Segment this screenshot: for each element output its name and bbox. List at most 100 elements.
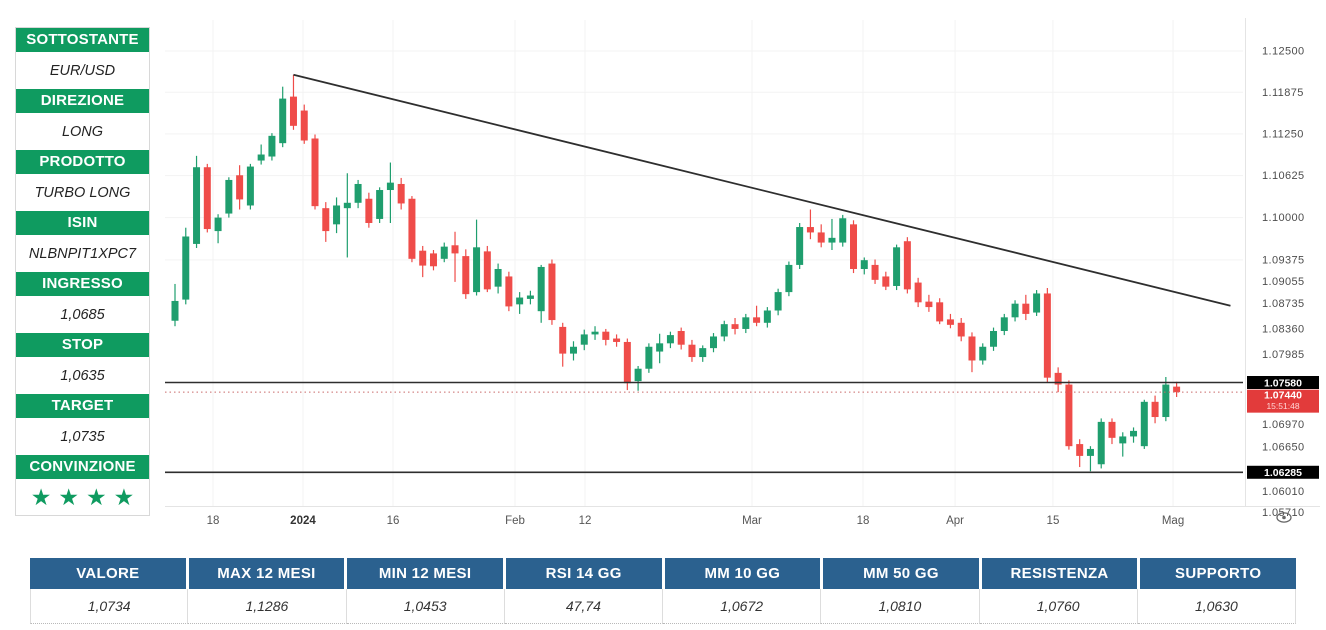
candle-body — [429, 253, 437, 267]
candle-body — [376, 190, 384, 219]
candle-body — [203, 167, 211, 230]
sidebar-label-target: TARGET — [16, 394, 149, 418]
current-price-badge — [1247, 389, 1319, 413]
candle-body — [1162, 384, 1170, 418]
candle-body — [763, 310, 771, 323]
candle-body — [860, 260, 868, 269]
candle-body — [806, 227, 814, 233]
sidebar-label-prodotto: PRODOTTO — [16, 150, 149, 174]
candle-body — [419, 250, 427, 266]
candle-body — [774, 292, 782, 311]
table-header-supporto: SUPPORTO — [1140, 558, 1296, 589]
candle-body — [214, 217, 222, 232]
table-value-mm-50-gg: 1,0810 — [821, 589, 980, 624]
candle-body — [537, 266, 545, 312]
candle-body — [1097, 421, 1105, 465]
candle-body — [936, 302, 944, 322]
table-value-mm-10-gg: 1,0672 — [663, 589, 822, 624]
y-axis-label: 1.11875 — [1262, 87, 1304, 99]
candle-body — [1076, 444, 1084, 456]
y-axis-label: 1.11250 — [1262, 128, 1304, 140]
candle-body — [677, 330, 685, 345]
table-value-resistenza: 1,0760 — [979, 589, 1138, 624]
candle-body — [1173, 386, 1181, 393]
candle-body — [397, 183, 405, 204]
candle-body — [968, 336, 976, 361]
resistenza-price-badge-label: 1.07580 — [1264, 377, 1302, 389]
sidebar-value-sottostante: EUR/USD — [49, 62, 116, 79]
candle-body — [645, 346, 653, 369]
table-header-resistenza: RESISTENZA — [981, 558, 1138, 589]
candle-body — [1065, 384, 1073, 447]
candle-body — [893, 247, 901, 286]
candle-body — [623, 341, 631, 384]
resistenza-price-badge — [1247, 376, 1319, 389]
supporto-price-badge — [1247, 465, 1319, 479]
candle-body — [333, 205, 341, 225]
candle-body — [322, 208, 330, 232]
candle-body — [300, 110, 308, 141]
candle-body — [473, 247, 481, 293]
stats-table: VALORE MAX 12 MESI MIN 12 MESI RSI 14 GG MM … — [30, 558, 1296, 624]
y-axis-label: 1.08360 — [1262, 323, 1305, 335]
x-axis-label: 12 — [579, 515, 592, 527]
x-axis-label: Feb — [505, 515, 525, 527]
candle-body — [580, 334, 588, 345]
candle-body — [720, 324, 728, 337]
table-value-rsi-14-gg: 47,74 — [504, 589, 663, 624]
candle-body — [946, 319, 954, 325]
sidebar-label-convinzione: CONVINZIONE — [16, 455, 149, 479]
candle-body — [871, 264, 879, 280]
candle-body — [236, 175, 244, 200]
y-axis-label: 1.06970 — [1262, 419, 1305, 431]
candle-body — [526, 295, 534, 299]
x-axis-label: Apr — [946, 515, 964, 527]
candle-body — [1011, 303, 1019, 318]
candle-body — [699, 348, 707, 358]
candle-body — [408, 198, 416, 259]
candle-body — [451, 245, 459, 254]
sidebar-label-sottostante: SOTTOSTANTE — [16, 28, 149, 52]
x-axis-label: Mag — [1162, 515, 1184, 527]
sidebar-label-isin: ISIN — [16, 211, 149, 235]
candle-body — [925, 301, 933, 308]
x-axis-label: 2024 — [290, 515, 316, 527]
candle-body — [634, 368, 642, 382]
candle-body — [903, 241, 911, 290]
candle-body — [785, 264, 793, 293]
eye-icon[interactable] — [1276, 512, 1292, 523]
candle-body — [710, 336, 717, 349]
candle-body — [1022, 303, 1030, 314]
sidebar-value-ingresso: 1,0685 — [60, 306, 105, 323]
candle-body — [386, 182, 394, 191]
candle-body — [1054, 372, 1062, 385]
candle-body — [957, 322, 965, 337]
x-axis-label: Mar — [742, 515, 762, 527]
sidebar-label-direzione: DIREZIONE — [16, 89, 149, 113]
y-axis-label: 1.10625 — [1262, 170, 1305, 182]
candle-body — [1086, 448, 1094, 456]
candle-body — [268, 135, 276, 157]
candle-body — [193, 167, 201, 244]
candle-body — [796, 227, 804, 265]
table-header-valore: VALORE — [30, 558, 186, 589]
candle-body — [602, 331, 610, 340]
y-axis-label: 1.06010 — [1262, 486, 1305, 498]
sidebar-label-stop: STOP — [16, 333, 149, 357]
table-value-min-12-mesi: 1,0453 — [346, 589, 505, 624]
candle-body — [354, 183, 362, 203]
candle-body — [246, 166, 254, 206]
candle-body — [289, 96, 297, 126]
candle-body — [257, 154, 265, 161]
sidebar-label-ingresso: INGRESSO — [16, 272, 149, 296]
candle-body — [516, 297, 524, 305]
table-header-max-12-mesi: MAX 12 MESI — [188, 558, 345, 589]
candle-body — [171, 300, 179, 321]
price-chart[interactable]: 1.07580 1.06285 1.07440 15:51:48 1.12500 1.11… — [0, 0, 1326, 545]
current-price-badge-value: 1.07440 — [1264, 390, 1302, 402]
x-axis-label: 18 — [857, 515, 870, 527]
candle-body — [548, 263, 556, 321]
candle-body — [494, 268, 502, 287]
